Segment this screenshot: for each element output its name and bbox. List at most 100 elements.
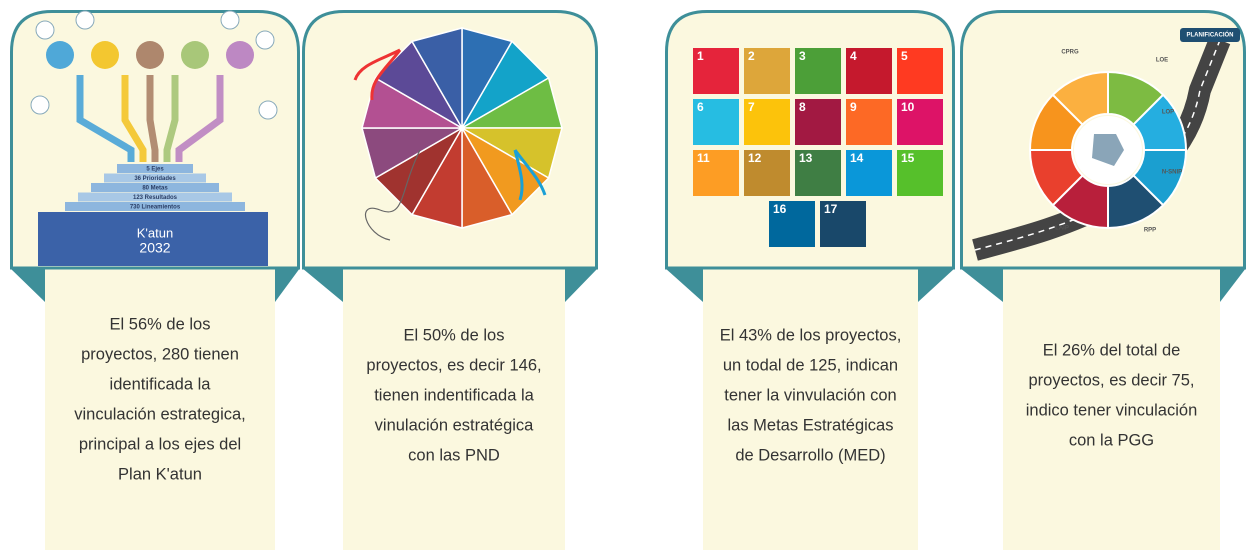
sdg-number: 4 xyxy=(850,49,857,63)
kite-tail xyxy=(353,48,402,101)
card-text-line: proyectos, 280 tienen xyxy=(81,345,239,363)
stair-label: 730 Lineamientos xyxy=(130,205,181,211)
tree-bubble xyxy=(91,41,119,69)
sdg-number: 10 xyxy=(901,100,915,114)
sdg-number: 3 xyxy=(799,49,806,63)
sdg-tile xyxy=(744,150,790,196)
sdg-number: 9 xyxy=(850,100,857,114)
sdg-tile xyxy=(820,201,866,247)
sdg-tile xyxy=(795,48,841,94)
stair-step xyxy=(91,183,219,192)
text-panel xyxy=(1003,268,1220,550)
kite-string xyxy=(364,149,421,241)
text-panel xyxy=(343,268,565,550)
stair-step xyxy=(65,202,245,211)
sdg-number: 6 xyxy=(697,100,704,114)
sdg-number: 17 xyxy=(824,202,838,216)
card-text-line: tienen indentificada la xyxy=(374,386,534,404)
road-line xyxy=(974,39,1221,251)
tree-bubble-small xyxy=(30,95,50,115)
kite-tail xyxy=(513,149,547,201)
katun-logo: 2032 xyxy=(139,240,170,256)
ribbon-fold xyxy=(1220,268,1246,302)
tree-bubble xyxy=(136,41,164,69)
sdg-tile xyxy=(693,48,739,94)
sdg-number: 7 xyxy=(748,100,755,114)
sdg-tile xyxy=(795,150,841,196)
ring-segment xyxy=(1107,70,1165,126)
ring-label: RPP xyxy=(1144,228,1156,234)
sdg-number: 2 xyxy=(748,49,755,63)
ring-segment xyxy=(1051,174,1109,230)
sdg-number: 16 xyxy=(773,202,787,216)
text-panel xyxy=(45,268,275,550)
card-text-line: Plan K'atun xyxy=(118,465,202,483)
tree-bubble-small xyxy=(220,10,240,30)
katun-logo: K'atun xyxy=(137,225,173,240)
tree-bubble-small xyxy=(75,10,95,30)
sdg-tile xyxy=(846,150,892,196)
card-text-line: tener la vinvulación con xyxy=(724,386,896,404)
tree-bubble xyxy=(46,41,74,69)
sdg-tile xyxy=(897,150,943,196)
sign xyxy=(1180,28,1240,42)
ring-segment xyxy=(1051,70,1109,126)
card-text-line: con las PND xyxy=(408,446,500,464)
card-text-line: proyectos, es decir 146, xyxy=(366,356,541,374)
card-text-line: vinulación estratégica xyxy=(375,416,534,434)
ring-segment xyxy=(1028,149,1084,207)
stair-label: 123 Resultados xyxy=(133,195,178,201)
ring-segment xyxy=(1028,93,1084,151)
tree-bubble xyxy=(181,41,209,69)
card-text-line: con la PGG xyxy=(1069,431,1154,449)
sdg-tile xyxy=(897,99,943,145)
katun-base xyxy=(38,212,268,266)
ribbon-fold xyxy=(275,268,300,302)
sdg-tile xyxy=(846,99,892,145)
sdg-tile xyxy=(744,99,790,145)
ribbon-fold xyxy=(565,268,598,302)
text-panel xyxy=(703,268,918,550)
sdg-tile xyxy=(795,99,841,145)
tree-branch xyxy=(121,75,147,162)
stair-label: 5 Ejes xyxy=(146,167,164,173)
card-text-line: principal a los ejes del xyxy=(79,435,241,453)
tree-bubble xyxy=(226,41,254,69)
ribbon-fold xyxy=(10,268,45,302)
kite-segment xyxy=(410,27,463,131)
tree-branch xyxy=(163,75,179,162)
tree-bubble-small xyxy=(258,100,278,120)
card-text-line: de Desarrollo (MED) xyxy=(735,446,885,464)
ring-label: LAIP xyxy=(1055,226,1069,232)
sdg-number: 1 xyxy=(697,49,704,63)
stair-step xyxy=(104,173,206,183)
ribbon-fold xyxy=(665,268,703,302)
sdg-tile xyxy=(693,99,739,145)
card-text-line: El 50% de los xyxy=(404,326,505,344)
stair-label: 80 Metas xyxy=(142,186,168,192)
ribbon-fold xyxy=(960,268,1003,302)
stair-step xyxy=(78,192,232,202)
stair-step xyxy=(117,164,193,173)
tree-bubble-small xyxy=(35,20,55,40)
ribbon-fold xyxy=(302,268,343,302)
sdg-tile xyxy=(846,48,892,94)
ring-label: CPRG xyxy=(1061,50,1079,56)
stair-label: 36 Prioridades xyxy=(134,176,176,182)
tree-branch xyxy=(175,75,224,162)
ring-label: LOP xyxy=(1162,110,1174,116)
sdg-tile xyxy=(769,201,815,247)
card-text-line: identificada la xyxy=(110,375,212,393)
card-text-line: vinculación estrategica, xyxy=(74,405,246,423)
card-text-line: indico tener vinculación xyxy=(1026,401,1198,419)
ribbon-fold xyxy=(918,268,955,302)
sdg-tile xyxy=(744,48,790,94)
sdg-tile xyxy=(897,48,943,94)
card-text-line: El 43% de los proyectos, xyxy=(720,326,902,344)
card-text-line: proyectos, es decir 75, xyxy=(1029,371,1195,389)
sdg-number: 8 xyxy=(799,100,806,114)
ring-label: LOE xyxy=(1156,58,1168,64)
sdg-number: 14 xyxy=(850,151,864,165)
